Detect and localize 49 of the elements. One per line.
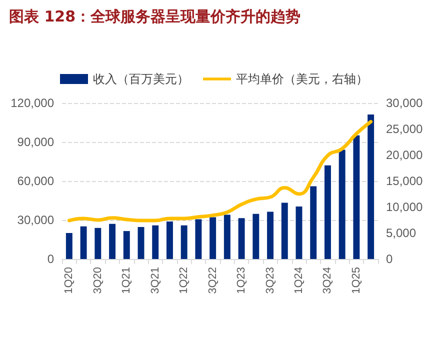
y-tick-label: 30,000 [17, 213, 54, 227]
bar [368, 114, 374, 259]
bar [224, 214, 230, 259]
x-tick-label: 1Q20 [63, 267, 76, 294]
bar [180, 225, 188, 259]
x-tick-label: 1Q23 [236, 267, 248, 294]
y2-tick-label: 30,000 [386, 96, 424, 110]
y2-tick-label: 15,000 [386, 174, 424, 188]
y2-tick-label: 5,000 [386, 226, 416, 240]
y-tick-label: 0 [47, 252, 54, 266]
bar [66, 233, 72, 259]
bar [80, 226, 87, 259]
y2-tick-label: 20,000 [386, 148, 424, 162]
bar [238, 218, 245, 259]
y-tick-label: 90,000 [17, 135, 54, 149]
bar [310, 186, 317, 259]
bar [166, 222, 173, 259]
x-tick-label: 1Q22 [178, 267, 190, 294]
y-tick-label: 60,000 [17, 174, 54, 188]
bar [267, 212, 274, 259]
legend-label: 平均单价（美元，右轴） [236, 72, 368, 86]
line-series [67, 120, 373, 222]
bar [281, 202, 288, 259]
x-tick-label: 3Q22 [206, 267, 219, 294]
x-tick-label: 1Q21 [120, 267, 133, 294]
x-tick-label: 3Q21 [149, 267, 162, 294]
x-tick-label: 3Q20 [92, 267, 104, 294]
y2-tick-label: 10,000 [386, 200, 424, 214]
x-tick-label: 3Q24 [322, 267, 334, 294]
bar [252, 214, 260, 259]
bar [152, 225, 159, 259]
bar [123, 231, 130, 259]
bar [195, 219, 202, 259]
bar [94, 228, 102, 259]
bar [210, 217, 216, 259]
y2-tick-label: 25,000 [386, 122, 424, 136]
y-tick-label: 120,000 [10, 96, 54, 110]
bar [338, 150, 346, 259]
y2-tick-label: 0 [386, 252, 393, 266]
x-tick-label: 3Q23 [264, 267, 276, 294]
bar [138, 227, 144, 259]
x-tick-label: 1Q24 [293, 267, 305, 294]
bar [296, 206, 302, 259]
legend-label: 收入（百万美元） [93, 72, 189, 86]
bar [353, 135, 360, 259]
bar [324, 165, 331, 259]
chart-title: 图表 128：全球服务器呈现量价齐升的趋势 [9, 8, 301, 26]
x-tick-label: 1Q25 [350, 267, 362, 294]
bar [109, 224, 116, 259]
